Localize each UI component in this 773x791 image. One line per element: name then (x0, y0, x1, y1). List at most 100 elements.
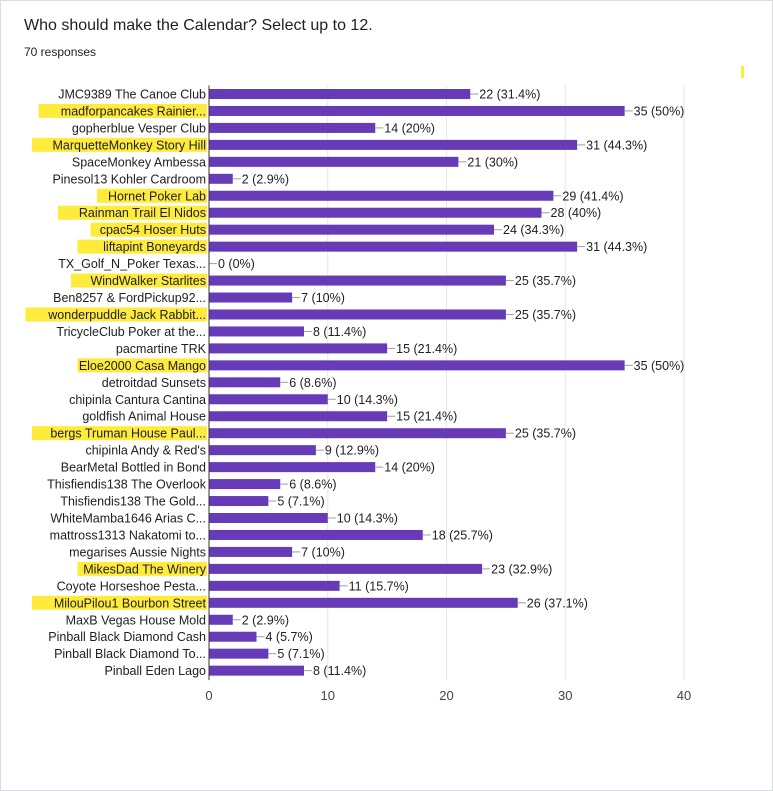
bar (209, 275, 506, 286)
bar (209, 326, 304, 337)
category-label: Ben8257 & FordPickup92... (53, 291, 206, 305)
bar (209, 513, 328, 523)
highlight-marker (77, 561, 207, 576)
value-label: 5 (7.1%) (277, 647, 324, 661)
bar (209, 343, 388, 354)
category-label: bergs Truman House Paul... (50, 427, 206, 441)
x-tick-label: 0 (205, 688, 212, 703)
value-label: 24 (34.3%) (503, 223, 564, 237)
value-label: 25 (35.7%) (515, 427, 576, 441)
bar (209, 292, 293, 303)
response-count: 70 responses (24, 45, 97, 59)
highlight-marker (32, 426, 207, 441)
highlight-marker (25, 307, 207, 322)
x-tick-label: 10 (321, 688, 335, 703)
bar (209, 89, 471, 99)
value-label: 5 (7.1%) (277, 495, 324, 509)
value-label: 2 (2.9%) (242, 172, 289, 186)
x-tick-label: 40 (677, 688, 691, 703)
category-label: chipinla Andy & Red's (85, 444, 206, 458)
value-label: 15 (21.4%) (396, 342, 457, 356)
bar (209, 207, 542, 218)
value-label: 25 (35.7%) (515, 274, 576, 288)
bar (209, 479, 281, 490)
value-label: 15 (21.4%) (396, 410, 457, 424)
x-tick-label: 20 (439, 688, 453, 703)
value-label: 25 (35.7%) (515, 308, 576, 322)
bar (209, 631, 257, 642)
category-label: cpac54 Hoser Huts (100, 223, 206, 237)
category-label: chipinla Cantura Cantina (69, 393, 206, 407)
bar (209, 597, 518, 608)
bar (209, 360, 625, 371)
category-label: MarquetteMonkey Story Hill (52, 138, 206, 152)
bar (209, 122, 376, 133)
category-label: Rainman Trail El Nidos (79, 206, 206, 220)
bar (209, 309, 506, 320)
value-label: 14 (20%) (384, 121, 435, 135)
category-label: gopherblue Vesper Club (72, 121, 206, 135)
value-label: 31 (44.3%) (586, 240, 647, 254)
category-label: TricycleClub Poker at the... (56, 325, 206, 339)
category-label: Pinball Black Diamond Cash (48, 630, 206, 644)
question-title: Who should make the Calendar? Select up … (24, 17, 373, 34)
value-label: 4 (5.7%) (266, 630, 313, 644)
category-label: Eloe2000 Casa Mango (79, 359, 206, 373)
bar (209, 241, 578, 252)
category-label: detroitdad Sunsets (102, 376, 206, 390)
value-label: 8 (11.4%) (313, 664, 366, 678)
category-label: SpaceMonkey Ambessa (72, 155, 206, 169)
highlight-marker (71, 273, 207, 288)
value-label: 21 (30%) (467, 155, 518, 169)
bar (209, 580, 340, 591)
value-label: 9 (12.9%) (325, 444, 379, 458)
category-label: MikesDad The Winery (83, 562, 206, 576)
category-label: Pinesol13 Kohler Cardroom (52, 172, 206, 186)
bar (209, 105, 625, 116)
category-label: mattross1313 Nakatomi to... (50, 528, 206, 542)
bar (209, 462, 376, 473)
bar (209, 529, 423, 540)
category-label: goldfish Animal House (82, 410, 206, 424)
category-label: WhiteMamba1646 Arias C... (50, 512, 206, 526)
value-label: 22 (31.4%) (479, 88, 540, 102)
bar (209, 139, 578, 150)
value-label: 8 (11.4%) (313, 325, 366, 339)
value-label: 14 (20%) (384, 461, 435, 475)
highlight-marker (77, 239, 207, 254)
highlight-marker (58, 205, 207, 220)
x-tick-label: 30 (558, 688, 572, 703)
category-label: JMC9389 The Canoe Club (58, 88, 206, 102)
bar (209, 411, 388, 422)
category-label: megarises Aussie Nights (69, 545, 206, 559)
value-label: 35 (50%) (634, 359, 685, 373)
category-label: Pinball Eden Lago (105, 664, 207, 678)
category-label: pacmartine TRK (116, 342, 207, 356)
bar (209, 614, 233, 625)
bar (209, 173, 233, 184)
value-label: 23 (32.9%) (491, 562, 552, 576)
value-label: 7 (10%) (301, 291, 345, 305)
bar (209, 496, 269, 507)
bar (209, 546, 293, 557)
bar (209, 445, 316, 456)
bar (209, 665, 304, 676)
bar (209, 377, 281, 388)
value-label: 2 (2.9%) (242, 613, 289, 627)
category-label: liftapint Boneyards (103, 240, 206, 254)
bar (209, 394, 328, 405)
value-label: 35 (50%) (634, 104, 685, 118)
value-label: 26 (37.1%) (527, 596, 588, 610)
value-label: 10 (14.3%) (337, 393, 398, 407)
category-label: Coyote Horseshoe Pesta... (57, 579, 206, 593)
value-label: 10 (14.3%) (337, 512, 398, 526)
bar (209, 190, 554, 201)
bar (209, 563, 483, 574)
category-label: MaxB Vegas House Mold (66, 613, 206, 627)
highlight-marker (32, 595, 207, 610)
value-label: 0 (0%) (218, 257, 255, 271)
category-label: madforpancakes Rainier... (61, 104, 206, 118)
value-label: 31 (44.3%) (586, 138, 647, 152)
value-label: 6 (8.6%) (289, 478, 336, 492)
highlight-mark (741, 66, 744, 78)
